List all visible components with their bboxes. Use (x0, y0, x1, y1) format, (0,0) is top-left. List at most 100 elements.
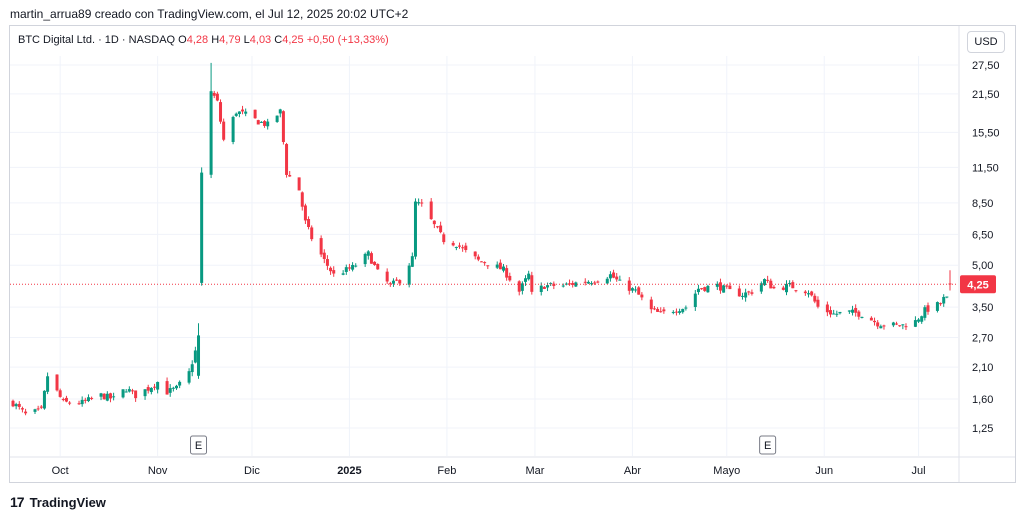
candle-body (332, 270, 336, 274)
low-value: 4,03 (249, 34, 272, 46)
candle-body (772, 286, 776, 289)
candle-body (791, 282, 795, 289)
candle-body (373, 261, 377, 265)
tradingview-brand: TradingView (29, 494, 106, 510)
candle-body (143, 389, 147, 397)
x-tick-label: Jul (912, 465, 926, 477)
y-tick-label: 3,50 (972, 302, 993, 314)
candle-body (662, 309, 666, 312)
candle-body (832, 313, 836, 315)
candle-body (530, 275, 534, 292)
earnings-marker-label: E (764, 440, 771, 452)
candle-body (612, 272, 616, 278)
candle-body (263, 121, 267, 126)
candle-body (391, 280, 395, 284)
candle-body (68, 402, 72, 404)
candle-body (108, 393, 112, 399)
candle-body (696, 288, 700, 293)
candle-body (483, 262, 487, 264)
candle-body (351, 264, 355, 270)
candle-body (652, 308, 656, 310)
candle-body (124, 391, 128, 393)
candle-body (913, 320, 917, 327)
candle-body (508, 275, 512, 281)
y-tick-label: 27,50 (972, 60, 1000, 72)
candle-body (759, 283, 763, 292)
candle-body (942, 296, 946, 304)
candle-body (935, 302, 939, 311)
candle-body (152, 386, 156, 388)
candle-body (344, 267, 348, 272)
x-tick-label: Abr (624, 465, 641, 477)
candle-body (527, 273, 531, 280)
candle-body (121, 389, 125, 398)
candle-body (322, 252, 326, 259)
close-label: C (274, 34, 283, 46)
candle-body (781, 287, 785, 290)
candle-body (879, 326, 883, 329)
last-price-tag (960, 275, 996, 294)
candle-body (39, 406, 43, 408)
open-value: 4,28 (186, 34, 209, 46)
candle-body (794, 290, 798, 292)
candle-body (14, 404, 18, 407)
candle-body (130, 390, 134, 392)
x-tick-label: Jun (815, 465, 833, 477)
candle-body (920, 316, 924, 322)
candle-body (112, 396, 116, 398)
candle-body (241, 109, 245, 112)
candle-body (583, 281, 587, 283)
candle-body (744, 292, 748, 298)
candle-body (549, 283, 553, 285)
candle-body (552, 283, 556, 286)
candle-body (429, 201, 433, 220)
y-tick-label: 8,50 (972, 198, 993, 210)
candle-body (398, 280, 402, 284)
candle-body (571, 283, 575, 285)
candle-body (904, 326, 908, 328)
candle-body (596, 281, 600, 283)
candle-body (33, 409, 37, 412)
candle-body (574, 282, 578, 287)
x-tick-label: 2025 (337, 465, 361, 477)
x-tick-label: Feb (437, 465, 456, 477)
candle-body (197, 335, 201, 376)
low-label: L (243, 34, 250, 46)
candle-body (310, 227, 314, 240)
candle-body (200, 172, 204, 283)
currency-button[interactable]: USD (967, 31, 1005, 53)
candle-body (939, 303, 943, 305)
candle-body (376, 264, 380, 270)
candle-body (266, 121, 270, 127)
candle-body (502, 266, 506, 271)
candle-body (80, 399, 84, 405)
candle-body (728, 285, 732, 290)
y-tick-label: 1,25 (972, 423, 993, 435)
candle-body (17, 403, 21, 407)
candle-body (923, 307, 927, 318)
candle-body (234, 113, 238, 116)
candle-body (24, 411, 28, 414)
earnings-marker[interactable] (190, 435, 208, 455)
candle-body (395, 279, 399, 281)
candle-body (681, 308, 685, 313)
candle-body (851, 309, 855, 313)
candle-body (740, 295, 744, 297)
candle-body (703, 287, 707, 291)
candle-body (303, 205, 307, 221)
y-tick-label: 2,70 (972, 333, 993, 345)
candle-body (354, 265, 358, 267)
candle-body (473, 251, 477, 257)
candle-body (231, 116, 235, 142)
candle-body (454, 246, 458, 248)
candle-body (838, 311, 842, 314)
candle-body (486, 265, 490, 267)
x-tick-label: Oct (52, 465, 69, 477)
candle-body (329, 267, 333, 272)
earnings-marker[interactable] (759, 435, 777, 455)
candle-body (99, 393, 103, 397)
x-tick-label: Mar (525, 465, 544, 477)
candle-body (11, 400, 15, 407)
candle-body (586, 281, 590, 284)
